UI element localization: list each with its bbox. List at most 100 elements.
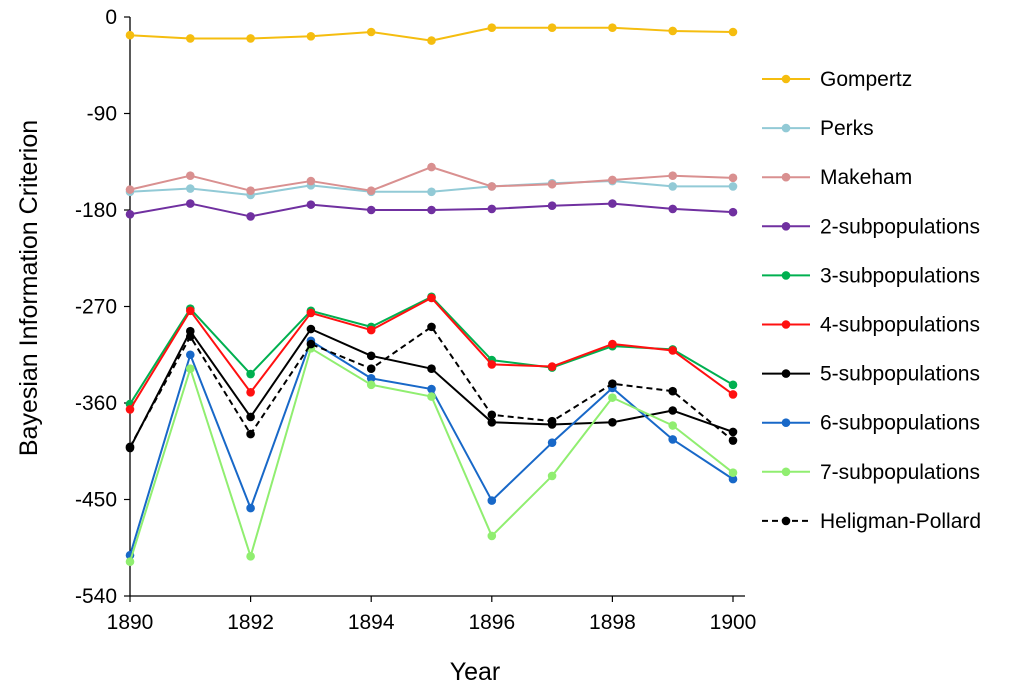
data-point [668, 406, 677, 415]
data-point [728, 436, 738, 445]
x-tick-label: 1900 [710, 611, 757, 634]
data-point [668, 171, 677, 180]
series-perks [125, 176, 738, 200]
data-point [547, 23, 557, 33]
legend-item: Makeham [762, 166, 912, 189]
data-point [306, 324, 316, 334]
data-point [487, 418, 497, 427]
data-point [728, 27, 738, 37]
y-axis-title: Bayesian Information Criterion [15, 120, 43, 456]
data-point [366, 380, 376, 390]
y-tick-label: -450 [75, 489, 117, 512]
x-tick-label: 1896 [468, 611, 515, 634]
data-point [728, 468, 738, 477]
data-point [487, 182, 497, 191]
data-point [608, 393, 617, 402]
y-tick-label: -360 [75, 392, 117, 415]
data-point [125, 557, 135, 566]
legend-swatch-marker [781, 320, 791, 329]
data-point [487, 360, 497, 369]
data-point [186, 34, 195, 43]
data-point [186, 350, 195, 360]
data-point [186, 306, 195, 316]
data-point [186, 184, 195, 193]
legend-item: 7-subpopulations [762, 461, 980, 484]
axes: 0 -90 -180 -270 -360 -450 -540 1890 1892 1894 1896… [75, 6, 756, 634]
data-point [427, 162, 436, 172]
series-line [129, 347, 734, 562]
data-point [668, 26, 677, 36]
data-point [246, 387, 255, 397]
data-point [547, 416, 557, 426]
data-point [427, 322, 436, 332]
data-point [487, 204, 497, 214]
legend-label: 5-subpopulations [820, 363, 980, 386]
data-point [427, 392, 436, 401]
data-point [668, 346, 677, 355]
y-tick-label: -270 [75, 296, 117, 319]
data-point [366, 351, 376, 361]
data-point [608, 418, 617, 427]
data-point [306, 200, 316, 209]
data-point [487, 496, 497, 505]
x-tick-label: 1894 [348, 611, 395, 634]
data-point [668, 435, 677, 444]
data-point [246, 503, 255, 513]
data-point [547, 438, 557, 447]
data-point [728, 380, 738, 390]
legend-item: 2-subpopulations [762, 215, 980, 238]
legend-item: 3-subpopulations [762, 264, 980, 287]
data-point [608, 339, 617, 349]
x-tick-label: 1898 [589, 611, 636, 634]
data-point [547, 179, 557, 189]
x-tick-label: 1892 [227, 611, 274, 634]
legend-item: Heligman-Pollard [762, 510, 981, 533]
data-point [366, 364, 376, 373]
data-point [728, 390, 738, 399]
legend-item: Gompertz [762, 68, 912, 91]
y-tick-label: -180 [75, 199, 117, 222]
legend-label: Perks [820, 117, 874, 140]
series-layer [125, 23, 738, 566]
x-axis-title: Year [450, 658, 501, 686]
legend-swatch-marker [781, 418, 791, 428]
data-point [246, 369, 255, 379]
data-point [608, 199, 617, 208]
data-point [728, 173, 738, 183]
data-point [427, 205, 436, 215]
data-point [366, 205, 376, 215]
legend-swatch-marker [781, 172, 791, 182]
data-point [125, 209, 135, 219]
legend-swatch-marker [781, 271, 791, 280]
series-gompertz [125, 23, 738, 45]
data-point [608, 175, 617, 185]
legend-item: 5-subpopulations [762, 363, 980, 386]
data-point [668, 182, 677, 191]
data-point [366, 27, 376, 37]
data-point [608, 23, 617, 33]
data-point [186, 332, 195, 341]
data-point [246, 34, 255, 43]
series-line [129, 325, 734, 448]
legend-swatch-marker [781, 369, 791, 378]
data-point [246, 429, 255, 439]
y-tick-label: -90 [87, 103, 117, 126]
data-point [125, 405, 135, 414]
legend-label: Makeham [820, 166, 912, 189]
legend-label: Heligman-Pollard [820, 510, 981, 533]
data-point [427, 293, 436, 303]
data-point [547, 471, 557, 481]
data-point [668, 204, 677, 214]
legend-item: 4-subpopulations [762, 314, 980, 337]
legend-swatch-marker [781, 222, 791, 231]
data-point [487, 23, 497, 33]
data-point [728, 474, 738, 484]
data-point [246, 552, 255, 561]
legend-swatch-marker [781, 123, 791, 133]
data-point [487, 410, 497, 420]
x-tick-label: 1890 [107, 611, 154, 634]
legend-label: 6-subpopulations [820, 412, 980, 435]
data-point [366, 374, 376, 383]
data-point [125, 30, 135, 40]
